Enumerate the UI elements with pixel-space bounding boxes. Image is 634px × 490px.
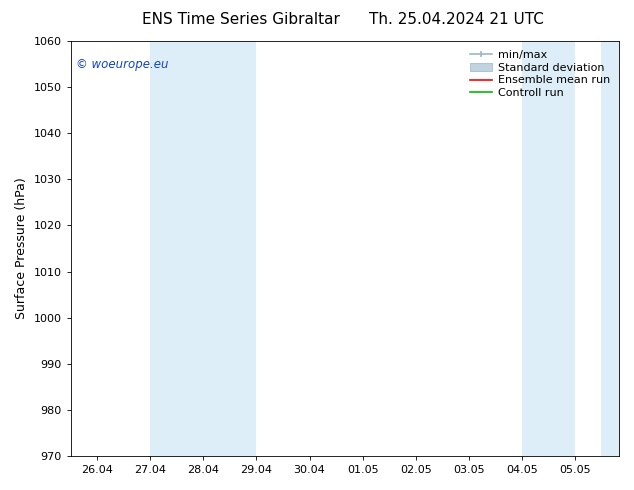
Text: ENS Time Series Gibraltar: ENS Time Series Gibraltar	[142, 12, 340, 27]
Text: © woeurope.eu: © woeurope.eu	[76, 58, 169, 71]
Bar	[522, 41, 575, 456]
Legend: min/max, Standard deviation, Ensemble mean run, Controll run: min/max, Standard deviation, Ensemble me…	[467, 47, 614, 101]
Bar	[150, 41, 257, 456]
Bar	[602, 41, 619, 456]
Y-axis label: Surface Pressure (hPa): Surface Pressure (hPa)	[15, 178, 28, 319]
Text: Th. 25.04.2024 21 UTC: Th. 25.04.2024 21 UTC	[369, 12, 544, 27]
